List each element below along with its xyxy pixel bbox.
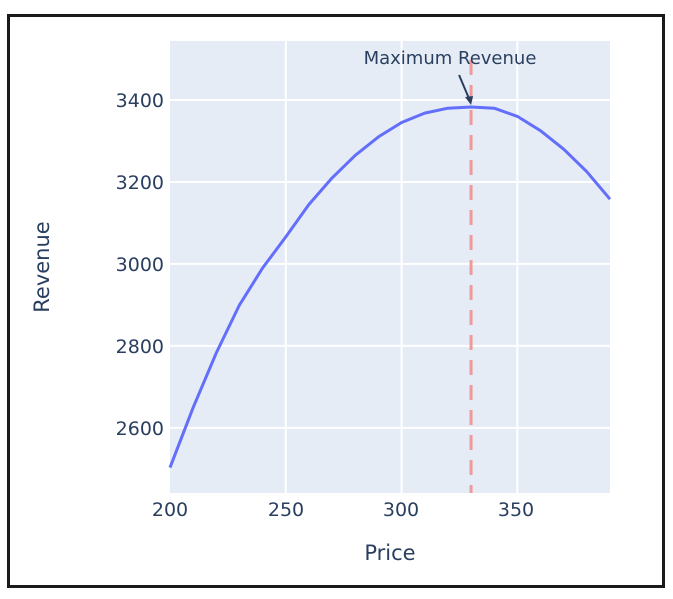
revenue-line xyxy=(168,105,612,469)
y-tick-label: 3200 xyxy=(116,172,164,194)
arrow-head-icon xyxy=(465,95,474,105)
x-tick-label: 350 xyxy=(498,499,534,521)
y-tick-label: 3000 xyxy=(116,254,164,276)
y-tick-label: 3400 xyxy=(116,90,164,112)
y-tick-label: 2800 xyxy=(116,336,164,358)
y-tick-label: 2600 xyxy=(116,418,164,440)
x-tick-label: 250 xyxy=(268,499,304,521)
gridlines xyxy=(170,41,610,493)
y-axis-title: Revenue xyxy=(30,221,54,312)
plot-area xyxy=(170,41,610,493)
x-axis-title: Price xyxy=(364,541,415,565)
x-tick-label: 200 xyxy=(152,499,188,521)
annotation-label: Maximum Revenue xyxy=(364,48,537,69)
x-tick-label: 300 xyxy=(383,499,419,521)
